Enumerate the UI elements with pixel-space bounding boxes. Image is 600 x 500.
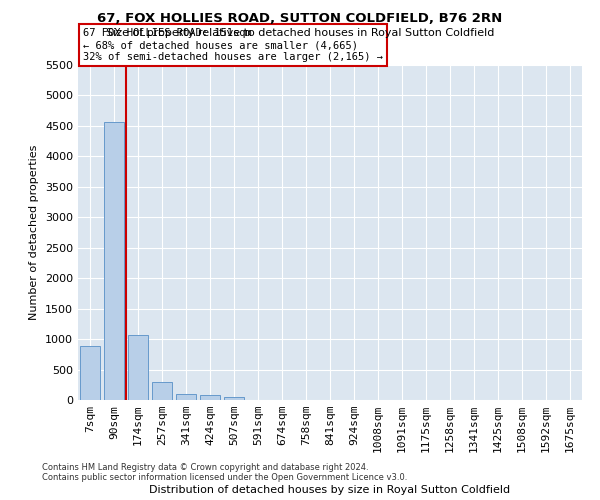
Text: Distribution of detached houses by size in Royal Sutton Coldfield: Distribution of detached houses by size …	[149, 485, 511, 495]
Bar	[200, 395, 220, 400]
Text: Contains public sector information licensed under the Open Government Licence v3: Contains public sector information licen…	[42, 474, 407, 482]
Bar	[152, 382, 172, 400]
Y-axis label: Number of detached properties: Number of detached properties	[29, 145, 40, 320]
Bar	[224, 397, 244, 400]
Text: Contains HM Land Registry data © Crown copyright and database right 2024.: Contains HM Land Registry data © Crown c…	[42, 464, 368, 472]
Bar	[80, 346, 100, 400]
Bar	[176, 394, 196, 400]
Text: Size of property relative to detached houses in Royal Sutton Coldfield: Size of property relative to detached ho…	[106, 28, 494, 38]
Text: 67 FOX HOLLIES ROAD: 151sqm
← 68% of detached houses are smaller (4,665)
32% of : 67 FOX HOLLIES ROAD: 151sqm ← 68% of det…	[83, 28, 383, 62]
Text: 67, FOX HOLLIES ROAD, SUTTON COLDFIELD, B76 2RN: 67, FOX HOLLIES ROAD, SUTTON COLDFIELD, …	[97, 12, 503, 26]
Bar	[128, 336, 148, 400]
Bar	[104, 122, 124, 400]
